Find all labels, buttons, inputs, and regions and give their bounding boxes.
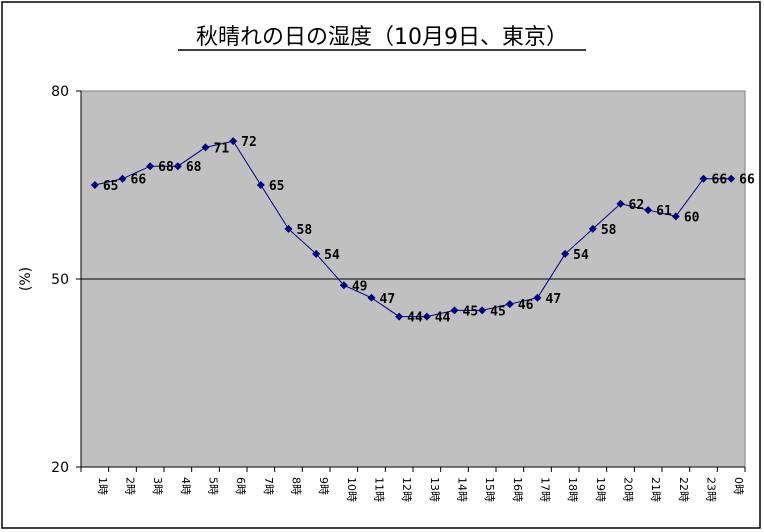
x-tick-label: 2時 [124,477,137,495]
data-label: 62 [629,198,645,213]
x-tick-label: 17時 [539,477,552,502]
x-tick-label: 14時 [456,477,469,502]
x-tick-label: 20時 [622,477,635,502]
y-tick-label: 80 [51,84,69,100]
x-tick-label: 22時 [677,477,690,502]
y-axis-label: (%) [18,267,34,291]
x-tick-label: 15時 [483,477,496,502]
x-tick-label: 1時 [96,477,109,495]
data-label: 61 [656,204,672,219]
x-tick-label: 4時 [179,477,192,495]
data-label: 66 [712,173,728,188]
data-label: 46 [518,298,534,313]
data-point [450,306,459,315]
data-label: 65 [269,179,285,194]
data-point [727,174,736,183]
data-label: 44 [407,311,423,326]
x-tick-label: 12時 [400,477,413,502]
data-point [367,293,376,302]
data-point [561,249,570,258]
y-tick-label: 50 [51,272,69,288]
x-tick-label: 23時 [705,477,718,502]
series-line [94,140,732,318]
data-point [699,174,708,183]
data-point [173,162,182,171]
data-point [284,224,293,233]
x-tick-label: 10時 [345,477,358,502]
x-tick-label: 7時 [262,477,275,495]
data-point [256,181,265,189]
data-label: 66 [739,173,755,188]
data-point [478,306,487,315]
x-tick-label: 13時 [428,477,441,502]
data-point [422,312,431,321]
x-tick-label: 9時 [317,477,330,495]
data-label: 72 [241,135,257,150]
data-label: 58 [297,223,313,238]
x-axis: 1時 2時 3時 4時 5時 6時 7時 8時 9時 10時 11時 12時 13時 14時 15時 16時 1… [80,466,746,502]
x-tick-label: 16時 [511,477,524,502]
data-point [339,281,348,290]
data-point [533,293,542,302]
data-label: 66 [131,173,147,188]
data-label: 47 [546,292,562,307]
data-point [395,312,404,321]
series-layer: 65 66 68 68 71 72 65 58 54 49 47 44 44 45 45 46 47 54 58 62… [90,135,755,326]
data-label: 54 [324,248,340,263]
data-label: 65 [103,179,119,194]
x-tick-label: 18時 [566,477,579,502]
x-tick-label: 5時 [207,477,220,495]
data-point [644,206,653,215]
data-label: 71 [214,141,230,156]
x-tick-label: 11時 [373,477,386,502]
data-point [505,300,514,309]
x-tick-label: 8時 [290,477,303,495]
data-label: 68 [158,160,174,175]
data-label: 47 [380,292,396,307]
data-point [201,143,210,152]
data-label: 45 [463,304,479,319]
y-tick-label: 20 [51,460,69,476]
data-label: 60 [684,210,700,225]
data-point [90,181,99,189]
data-label: 58 [601,223,617,238]
data-point [146,162,155,171]
data-label: 44 [435,311,451,326]
x-tick-label: 6時 [234,477,247,495]
data-label: 45 [490,304,506,319]
x-tick-label: 21時 [649,477,662,502]
data-point [616,199,625,208]
data-point [229,137,238,146]
data-point [671,212,680,221]
x-tick-label: 0時 [732,477,745,495]
y-axis: 20 50 80 [51,84,745,476]
data-point [312,249,321,258]
data-label: 49 [352,279,368,294]
x-tick-label: 3時 [151,477,164,495]
data-label: 54 [573,248,589,263]
data-label: 68 [186,160,202,175]
data-point [588,224,597,233]
data-point [118,174,127,183]
x-tick-label: 19時 [594,477,607,502]
chart-title: 秋晴れの日の湿度（10月9日、東京） [196,25,568,50]
